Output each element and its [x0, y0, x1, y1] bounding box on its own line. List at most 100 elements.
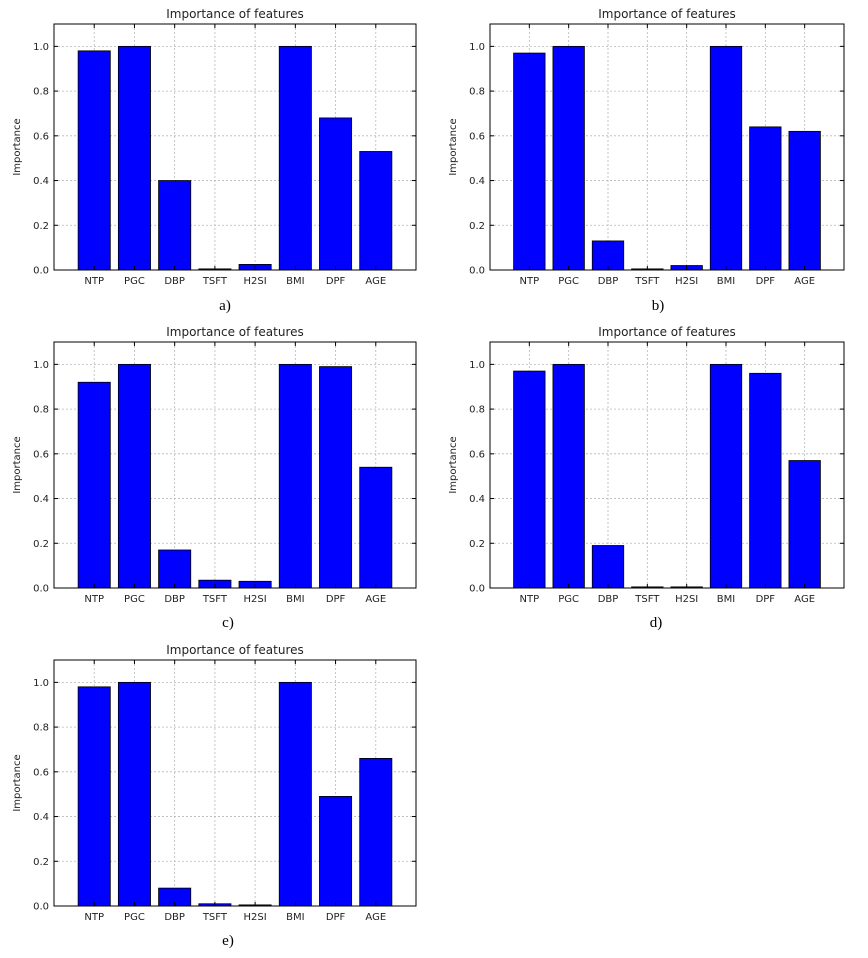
y-axis-label: Importance	[12, 754, 23, 811]
plot-frame	[53, 341, 417, 589]
plot-frame	[489, 341, 845, 589]
y-tick-label: 0.8	[469, 87, 485, 98]
bar-dbp	[158, 549, 192, 589]
y-tick-label: 0.4	[469, 176, 485, 187]
x-tick-label: TSFT	[634, 276, 660, 287]
x-tick-label: DBP	[598, 594, 619, 605]
x-tick-label: PGC	[124, 594, 145, 605]
x-tick-label: BMI	[286, 276, 304, 287]
y-tick-label: 0.0	[469, 266, 485, 277]
bar-ntp	[77, 381, 111, 589]
bar-pgc	[552, 363, 585, 589]
bar-dbp	[591, 545, 625, 589]
bar-bmi	[278, 45, 312, 271]
x-tick-label: DPF	[326, 594, 346, 605]
y-tick-label: 0.6	[469, 131, 485, 142]
chart-panel: 0.0 0.2 0.4 0.6 0.8 1.0 NTP PGC DBP TSFT H2SI BMI DP…	[448, 7, 845, 314]
x-tick-label: NTP	[520, 276, 540, 287]
bar-ntp	[77, 686, 111, 907]
x-tick-label: NTP	[84, 912, 104, 923]
y-tick-label: 0.0	[33, 584, 49, 595]
x-tick-label: TSFT	[634, 594, 660, 605]
bar-dbp	[591, 240, 625, 271]
x-tick-label: AGE	[365, 594, 386, 605]
y-tick-label: 0.4	[33, 812, 49, 823]
y-axis-label: Importance	[448, 436, 459, 493]
x-tick-label: H2SI	[244, 276, 267, 287]
bar-bmi	[278, 363, 312, 589]
panel-caption: e)	[222, 933, 234, 949]
bar-ntp	[77, 50, 111, 271]
bar-dpf	[319, 796, 353, 907]
bar-pgc	[552, 45, 585, 271]
x-tick-label: PGC	[124, 276, 145, 287]
y-tick-label: 0.2	[33, 221, 49, 232]
bar-age	[788, 130, 821, 271]
chart-title: Importance of features	[166, 7, 304, 21]
x-tick-label: DBP	[164, 912, 185, 923]
x-tick-label: NTP	[84, 276, 104, 287]
bar-age	[359, 758, 393, 907]
y-tick-label: 1.0	[33, 678, 49, 689]
panel-caption: b)	[652, 298, 665, 314]
y-tick-label: 0.4	[33, 176, 49, 187]
bar-bmi	[278, 681, 312, 907]
chart-title: Importance of features	[166, 325, 304, 339]
x-tick-label: PGC	[124, 912, 145, 923]
panel-caption: c)	[222, 615, 234, 631]
x-tick-label: H2SI	[675, 594, 698, 605]
bar-age	[788, 460, 821, 589]
bar-dpf	[319, 117, 353, 271]
y-tick-label: 0.4	[469, 494, 485, 505]
x-tick-label: DPF	[756, 594, 776, 605]
plot-frame	[489, 23, 845, 271]
x-tick-label: DBP	[598, 276, 619, 287]
y-tick-label: 0.6	[33, 449, 49, 460]
chart-panel: 0.0 0.2 0.4 0.6 0.8 1.0 NTP PGC DBP TSFT H2SI BMI DP…	[12, 643, 417, 949]
bar-pgc	[117, 45, 151, 271]
x-tick-label: AGE	[794, 276, 815, 287]
chart-panel: 0.0 0.2 0.4 0.6 0.8 1.0 NTP PGC DBP TSFT H2SI BMI DP…	[12, 7, 417, 314]
y-tick-label: 0.6	[33, 131, 49, 142]
y-tick-label: 1.0	[33, 42, 49, 53]
y-tick-label: 0.8	[33, 87, 49, 98]
x-tick-label: TSFT	[202, 594, 228, 605]
bar-age	[359, 151, 393, 271]
bar-pgc	[117, 681, 151, 907]
y-tick-label: 0.0	[33, 266, 49, 277]
bar-dpf	[319, 366, 353, 589]
x-tick-label: DBP	[164, 594, 185, 605]
x-tick-label: NTP	[520, 594, 540, 605]
bar-ntp	[513, 52, 546, 271]
x-tick-label: DPF	[756, 276, 776, 287]
x-tick-label: AGE	[794, 594, 815, 605]
bar-dpf	[749, 372, 782, 589]
y-axis-label: Importance	[448, 118, 459, 175]
chart-title: Importance of features	[166, 643, 304, 657]
y-tick-label: 1.0	[469, 42, 485, 53]
bar-bmi	[709, 45, 743, 271]
y-tick-label: 0.2	[469, 539, 485, 550]
y-axis-label: Importance	[12, 436, 23, 493]
panel-caption: d)	[650, 615, 663, 631]
bar-bmi	[709, 363, 743, 589]
y-tick-label: 1.0	[469, 360, 485, 371]
x-tick-label: DPF	[326, 276, 346, 287]
y-tick-label: 0.2	[33, 539, 49, 550]
y-tick-label: 0.8	[469, 405, 485, 416]
y-tick-label: 0.2	[469, 221, 485, 232]
x-tick-label: BMI	[717, 594, 735, 605]
y-tick-label: 0.6	[469, 449, 485, 460]
chart-title: Importance of features	[598, 325, 736, 339]
y-tick-label: 0.0	[33, 902, 49, 913]
y-tick-label: 1.0	[33, 360, 49, 371]
x-tick-label: AGE	[365, 276, 386, 287]
chart-title: Importance of features	[598, 7, 736, 21]
x-tick-label: H2SI	[675, 276, 698, 287]
chart-panel: 0.0 0.2 0.4 0.6 0.8 1.0 NTP PGC DBP TSFT H2SI BMI DP…	[448, 325, 845, 631]
plot-frame	[53, 23, 417, 271]
x-tick-label: PGC	[558, 594, 579, 605]
x-tick-label: DPF	[326, 912, 346, 923]
bar-age	[359, 466, 393, 589]
